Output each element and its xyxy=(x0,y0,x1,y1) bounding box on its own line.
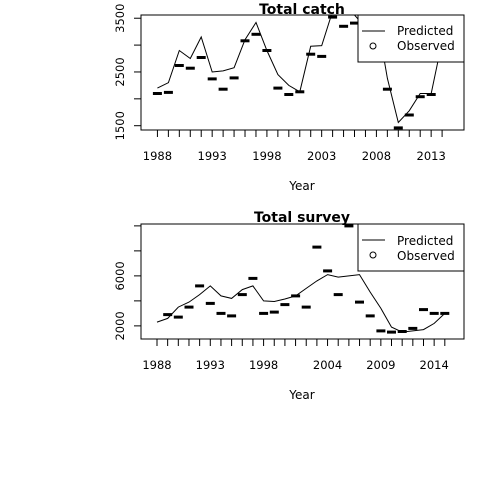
survey-x-tick-label: 1993 xyxy=(196,358,225,372)
survey-y-axis: 2000 6000 xyxy=(113,225,141,341)
catch-y-tick-label: 3500 xyxy=(113,4,127,33)
survey-title: Total survey xyxy=(254,210,350,226)
survey-y-tick-label: 6000 xyxy=(113,261,127,290)
survey-legend-predicted-label: Predicted xyxy=(397,234,453,248)
survey-plot-frame xyxy=(140,223,465,340)
catch-y-tick-label: 2500 xyxy=(113,57,127,86)
survey-x-tick-label: 1988 xyxy=(142,358,171,372)
catch-x-tick-label: 2003 xyxy=(307,149,336,163)
catch-legend-box xyxy=(357,14,465,63)
survey-legend-observed-label: Observed xyxy=(397,249,455,263)
catch-legend-predicted-label: Predicted xyxy=(397,24,453,38)
survey-legend-box xyxy=(357,223,465,272)
catch-x-tick-label: 2013 xyxy=(417,149,446,163)
catch-y-tick-label: 1500 xyxy=(113,111,127,140)
survey-series-predicted-line xyxy=(156,274,446,333)
catch-plot-area xyxy=(152,15,447,130)
catch-plot-frame xyxy=(140,14,465,131)
catch-x-tick-label: 1988 xyxy=(143,149,172,163)
survey-legend-observed-symbol xyxy=(369,251,377,259)
catch-x-axis-label: Year xyxy=(288,179,314,193)
catch-panel: Total catch 1988 1993 1998 2003 2008 2013 150… xyxy=(113,2,465,193)
survey-x-tick-label: 1998 xyxy=(249,358,278,372)
survey-y-tick-label: 2000 xyxy=(113,311,127,340)
catch-x-tick-label: 2008 xyxy=(362,149,391,163)
survey-x-tick-label: 2014 xyxy=(420,358,449,372)
catch-legend-observed-label: Observed xyxy=(397,39,455,53)
catch-legend: Predicted Observed xyxy=(357,14,465,63)
survey-x-axis-label: Year xyxy=(288,388,314,402)
survey-plot-area xyxy=(156,224,450,334)
catch-x-tick-label: 1998 xyxy=(252,149,281,163)
catch-x-tick-label: 1993 xyxy=(198,149,227,163)
catch-title: Total catch xyxy=(259,2,345,18)
survey-x-axis: 1988 1993 1998 2004 2009 2014 xyxy=(142,339,449,372)
survey-panel: Total survey 1988 1993 1998 2004 2009 2014 20… xyxy=(113,210,465,402)
survey-x-tick-label: 2004 xyxy=(313,358,342,372)
survey-legend: Predicted Observed xyxy=(357,223,465,272)
catch-x-axis: 1988 1993 1998 2003 2008 2013 xyxy=(143,130,446,163)
survey-x-tick-label: 2009 xyxy=(366,358,395,372)
catch-y-axis: 1500 2500 3500 xyxy=(113,4,141,140)
catch-legend-observed-symbol xyxy=(369,42,377,50)
